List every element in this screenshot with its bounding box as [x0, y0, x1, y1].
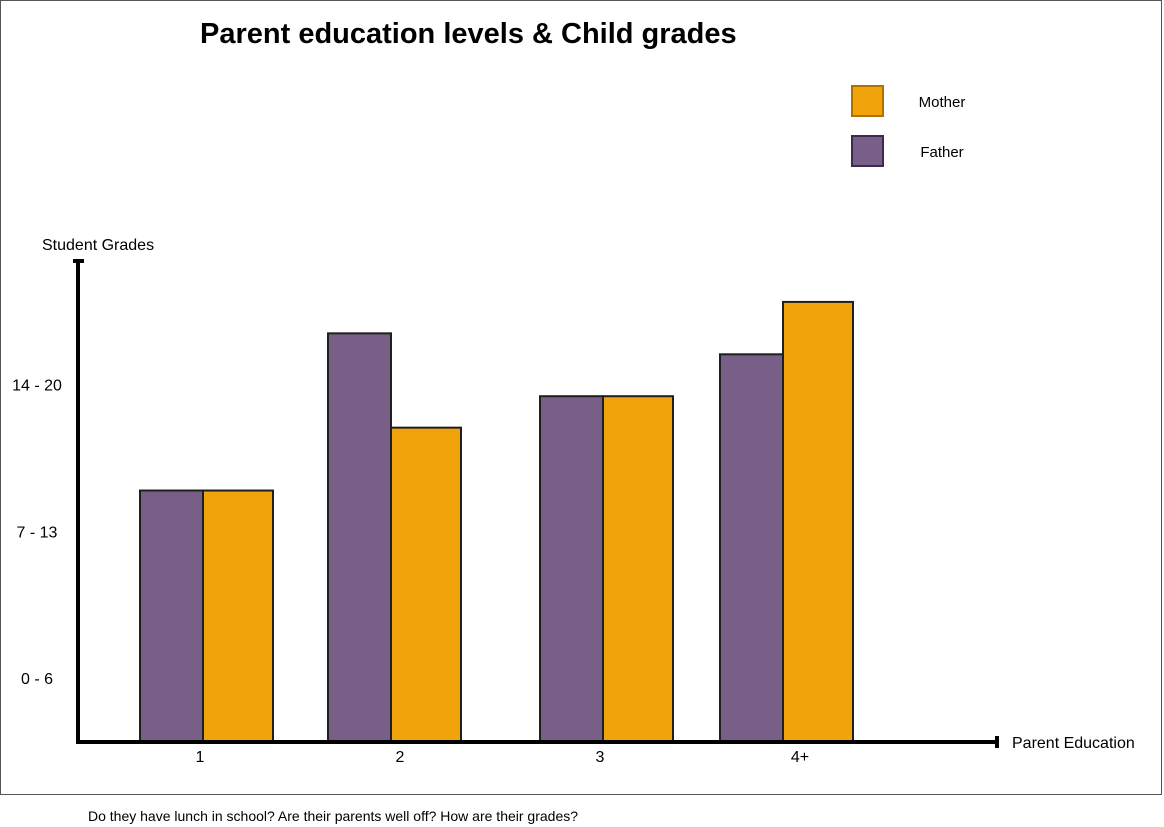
- bar-father-2: [327, 332, 392, 743]
- chart-title: Parent education levels & Child grades: [200, 18, 737, 50]
- y-axis-label: Student Grades: [42, 237, 154, 254]
- x-tick-labels: 1 2 3 4+: [196, 749, 810, 766]
- bar-father-1: [139, 489, 204, 743]
- legend: Mother Father: [851, 85, 966, 167]
- bar-mother-1: [202, 489, 274, 743]
- x-tick-label: 2: [396, 749, 405, 766]
- axes-group: [73, 259, 999, 748]
- y-tick-label: 0 - 6: [21, 671, 53, 688]
- bar-mother-2: [390, 426, 462, 743]
- x-tick-label: 1: [196, 749, 205, 766]
- x-axis-label: Parent Education: [1012, 735, 1135, 752]
- bar-father-3: [539, 395, 604, 743]
- bars-group: [139, 300, 854, 743]
- legend-swatch-father: [851, 135, 884, 167]
- bar-father-4: [719, 353, 784, 743]
- bar-mother-3: [602, 395, 674, 743]
- legend-label-father: Father: [920, 144, 963, 161]
- y-tick-label: 14 - 20: [12, 378, 62, 395]
- y-tick-label: 7 - 13: [17, 524, 58, 541]
- x-tick-label: 4+: [791, 749, 809, 766]
- bar-mother-4: [782, 300, 854, 743]
- legend-swatch-mother: [851, 85, 884, 117]
- x-tick-label: 3: [596, 749, 605, 766]
- legend-label-mother: Mother: [919, 94, 966, 111]
- chart-frame: [0, 0, 1162, 795]
- chart-caption: Do they have lunch in school? Are their …: [88, 808, 579, 824]
- y-tick-labels: 0 - 6 7 - 13 14 - 20: [12, 378, 62, 688]
